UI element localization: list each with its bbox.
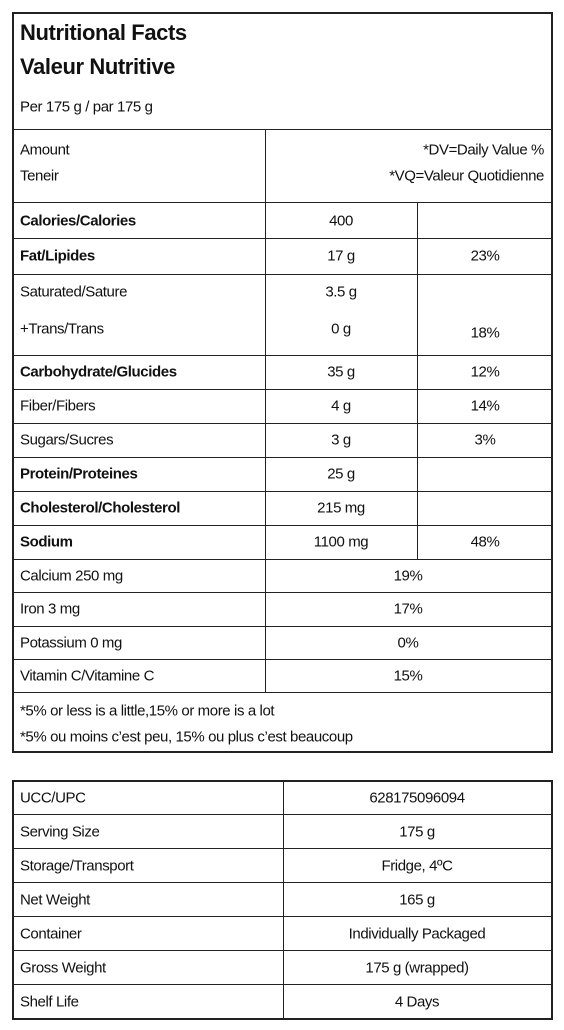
nutrient-name: Sodium — [20, 533, 73, 551]
nutrient-dv: 14% — [470, 397, 500, 415]
rule — [12, 355, 553, 356]
nutrient-amount: 4 g — [331, 397, 351, 415]
vitamin-dv: 0% — [397, 634, 419, 651]
nutrient-name: Sugars/Sucres — [20, 431, 114, 449]
nutrient-name: +Trans/Trans — [20, 320, 104, 337]
title-en: Nutritional Facts — [20, 20, 187, 45]
rule — [12, 202, 553, 203]
rule — [12, 491, 553, 492]
rule — [283, 780, 284, 1018]
rule — [12, 626, 553, 627]
rule — [12, 389, 553, 390]
vitamin-name: Potassium 0 mg — [20, 634, 122, 651]
rule — [12, 129, 553, 130]
spec-value: Individually Packaged — [348, 925, 486, 943]
col-vq: *VQ=Valeur Quotidienne — [389, 167, 544, 185]
nutrient-name: Fiber/Fibers — [20, 397, 96, 415]
nutrient-amount: 215 mg — [317, 499, 365, 517]
spec-label: UCC/UPC — [20, 789, 86, 807]
spec-value: 628175096094 — [369, 789, 465, 807]
rule — [12, 659, 553, 660]
vitamin-name: Calcium 250 mg — [20, 567, 123, 584]
spec-value: Fridge, 4ºC — [381, 857, 453, 875]
rule — [12, 274, 553, 275]
rule — [12, 238, 553, 239]
nutrient-name: Saturated/Sature — [20, 283, 128, 301]
nutrient-amount: 3.5 g — [325, 283, 357, 301]
footnote: *5% or less is a little,15% or more is a… — [20, 702, 275, 720]
nutrient-amount: 1100 mg — [313, 533, 369, 551]
nutrient-name: Protein/Proteines — [20, 465, 138, 483]
rule — [12, 848, 553, 849]
rule — [12, 984, 553, 985]
per-serving: Per 175 g / par 175 g — [20, 98, 153, 116]
rule — [12, 814, 553, 815]
rule — [12, 525, 553, 526]
col-amount: Amount — [20, 141, 70, 159]
rule — [12, 457, 553, 458]
nutrient-dv: 3% — [474, 431, 496, 449]
col-teneur: Teneir — [20, 167, 59, 185]
spec-label: Container — [20, 925, 82, 943]
rule — [12, 592, 553, 593]
nutrient-amount: 17 g — [327, 247, 355, 265]
rule — [12, 950, 553, 951]
nutrient-amount: 0 g — [331, 320, 351, 337]
vitamin-dv: 17% — [393, 600, 423, 618]
vitamin-name: Iron 3 mg — [20, 600, 80, 618]
rule — [417, 202, 418, 559]
nutrient-dv: 23% — [470, 247, 500, 265]
rule — [12, 423, 553, 424]
rule — [12, 1018, 553, 1020]
nutrient-name: Cholesterol/Cholesterol — [20, 499, 180, 517]
spec-value: 175 g (wrapped) — [365, 959, 469, 977]
spec-value: 4 Days — [394, 993, 440, 1011]
rule — [12, 12, 14, 753]
spec-label: Shelf Life — [20, 993, 79, 1011]
rule — [12, 916, 553, 917]
nutrient-amount: 35 g — [327, 363, 355, 381]
nutrient-dv: 12% — [470, 363, 500, 381]
rule — [12, 559, 553, 560]
nutrient-amount: 400 — [329, 212, 353, 229]
nutrient-amount: 3 g — [331, 431, 351, 449]
rule — [265, 129, 266, 692]
col-dv: *DV=Daily Value % — [423, 141, 544, 159]
nutrient-name: Fat/Lipides — [20, 247, 95, 265]
spec-value: 165 g — [399, 891, 435, 909]
rule — [12, 780, 553, 782]
vitamin-name: Vitamin C/Vitamine C — [20, 667, 155, 684]
rule — [12, 692, 553, 693]
rule — [551, 780, 553, 1020]
nutrient-dv: 18% — [470, 324, 500, 341]
footnote: *5% ou moins c’est peu, 15% ou plus c’es… — [20, 728, 353, 746]
nutrient-dv: 48% — [470, 533, 500, 551]
rule — [12, 12, 553, 14]
nutrient-name: Calories/Calories — [20, 212, 136, 229]
rule — [551, 12, 553, 753]
rule — [12, 751, 553, 753]
vitamin-dv: 19% — [393, 567, 423, 584]
spec-label: Storage/Transport — [20, 857, 134, 875]
spec-label: Gross Weight — [20, 959, 106, 977]
nutrient-name: Carbohydrate/Glucides — [20, 363, 177, 381]
spec-label: Serving Size — [20, 823, 100, 841]
nutrient-amount: 25 g — [327, 465, 355, 483]
spec-label: Net Weight — [20, 891, 90, 909]
rule — [12, 780, 14, 1020]
title-fr: Valeur Nutritive — [20, 54, 175, 79]
vitamin-dv: 15% — [393, 667, 423, 684]
rule — [12, 882, 553, 883]
spec-value: 175 g — [399, 823, 435, 841]
